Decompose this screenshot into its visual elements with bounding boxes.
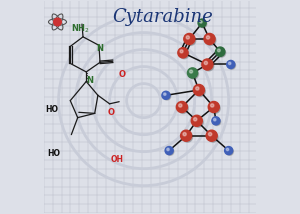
Circle shape xyxy=(165,147,173,155)
Circle shape xyxy=(190,70,193,73)
Circle shape xyxy=(167,148,174,155)
Circle shape xyxy=(228,62,231,65)
Circle shape xyxy=(184,33,195,45)
Text: HO: HO xyxy=(47,149,60,158)
Text: HO: HO xyxy=(46,105,59,114)
Circle shape xyxy=(196,87,199,90)
Circle shape xyxy=(188,68,198,78)
Circle shape xyxy=(182,132,193,142)
Text: N: N xyxy=(86,76,93,85)
Text: N: N xyxy=(97,44,104,53)
Circle shape xyxy=(208,132,218,142)
Circle shape xyxy=(208,132,212,136)
Circle shape xyxy=(228,62,236,69)
Circle shape xyxy=(194,85,204,95)
Circle shape xyxy=(179,104,182,107)
Circle shape xyxy=(217,49,226,57)
Circle shape xyxy=(208,101,219,113)
Circle shape xyxy=(225,147,233,155)
Circle shape xyxy=(183,132,186,136)
Text: Cytarabine: Cytarabine xyxy=(112,8,213,26)
Circle shape xyxy=(204,33,215,45)
Circle shape xyxy=(180,50,183,53)
Circle shape xyxy=(214,119,216,121)
Circle shape xyxy=(163,93,171,100)
Circle shape xyxy=(198,19,206,27)
Circle shape xyxy=(178,48,188,58)
Circle shape xyxy=(226,148,233,155)
Circle shape xyxy=(200,21,202,23)
Text: OH: OH xyxy=(110,155,124,163)
Circle shape xyxy=(204,61,208,65)
Circle shape xyxy=(227,60,235,68)
Circle shape xyxy=(200,20,207,28)
Circle shape xyxy=(186,36,189,39)
Circle shape xyxy=(206,36,210,39)
Circle shape xyxy=(212,117,220,125)
Circle shape xyxy=(213,118,220,126)
Text: O: O xyxy=(107,108,114,117)
Circle shape xyxy=(178,103,188,113)
Circle shape xyxy=(210,103,220,113)
Circle shape xyxy=(215,47,225,56)
Circle shape xyxy=(211,104,214,107)
Circle shape xyxy=(226,148,229,151)
Circle shape xyxy=(204,61,214,71)
Circle shape xyxy=(206,35,216,45)
Text: O: O xyxy=(119,70,126,79)
Circle shape xyxy=(186,35,196,45)
Circle shape xyxy=(176,101,188,113)
Circle shape xyxy=(54,18,61,26)
Circle shape xyxy=(218,49,220,52)
Circle shape xyxy=(164,93,166,95)
Circle shape xyxy=(162,91,170,99)
Circle shape xyxy=(181,130,192,141)
Circle shape xyxy=(194,118,197,121)
Circle shape xyxy=(167,148,169,151)
Circle shape xyxy=(191,115,202,126)
Circle shape xyxy=(195,86,206,97)
Circle shape xyxy=(189,70,199,79)
Circle shape xyxy=(206,130,217,141)
Text: NH$_2$: NH$_2$ xyxy=(71,22,90,35)
Circle shape xyxy=(193,117,203,127)
Circle shape xyxy=(202,59,213,70)
Circle shape xyxy=(179,49,189,59)
